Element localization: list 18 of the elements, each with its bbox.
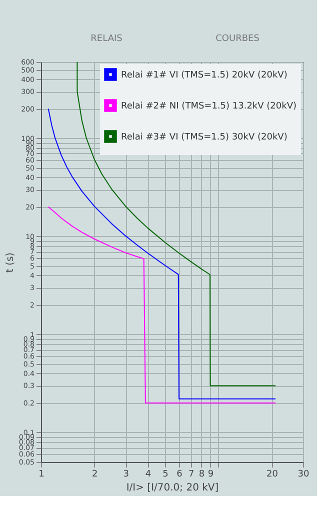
x-tick-label: 3 [123, 470, 129, 480]
x-tick-label: 20 [266, 470, 278, 480]
x-tick-label: 8 [198, 470, 205, 480]
text: COURBES [216, 34, 260, 44]
y-axis-title: t (s) [4, 252, 16, 273]
x-tick-label: 5 [162, 470, 168, 480]
legend-label: Relai #1# VI (TMS=1.5) 20kV (20kV) [121, 70, 288, 80]
x-tick-label: 2 [92, 470, 98, 480]
x-tick-label: 4 [145, 470, 152, 480]
x-tick-label: 7 [188, 470, 194, 480]
x-tick-label: 30 [298, 470, 310, 480]
x-axis-title: I/I> [I/70.0; 20 kV] [126, 482, 219, 494]
x-tick-label: 1 [38, 470, 44, 480]
x-tick-label: 9 [208, 470, 214, 480]
text: RELAIS [90, 34, 123, 44]
x-tick-label: 6 [176, 470, 183, 480]
legend-label: Relai #2# NI (TMS=1.5) 13.2kV (20kV) [121, 102, 297, 112]
legend-label: Relai #3# VI (TMS=1.5) 30kV (20kV) [121, 132, 288, 142]
